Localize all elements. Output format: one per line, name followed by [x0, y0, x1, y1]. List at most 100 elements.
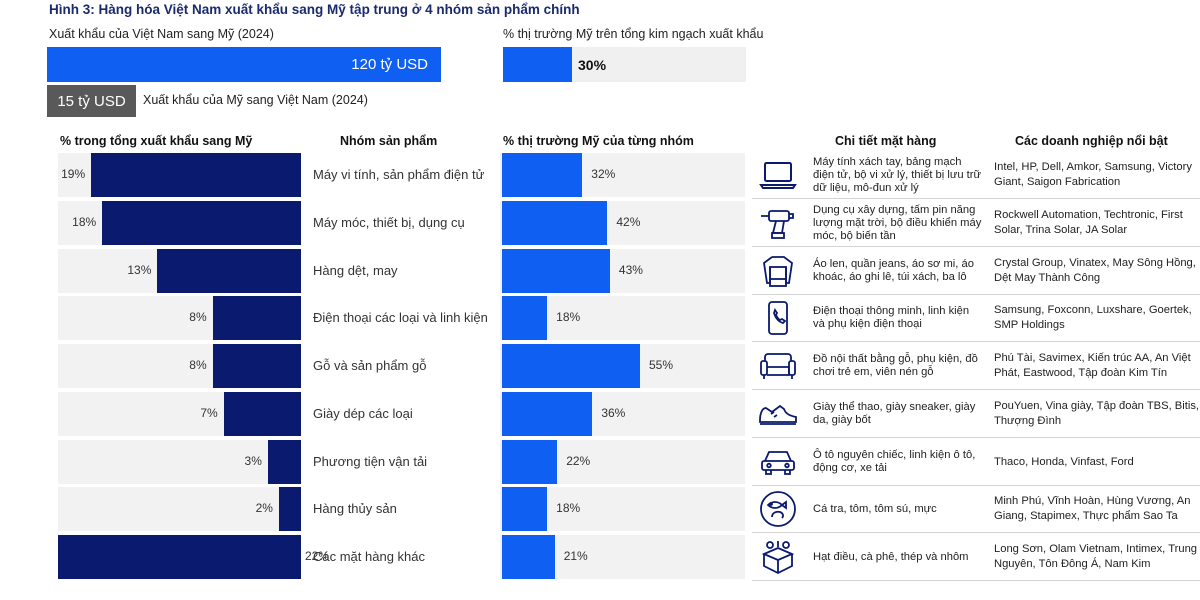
- vn-to-us-value: 120 tỷ USD: [351, 56, 428, 73]
- share-total-row-bg: [58, 440, 301, 484]
- box-icon: [757, 537, 799, 577]
- share-market-label: 21%: [563, 549, 588, 563]
- item-details: Hạt điều, cà phê, thép và nhôm: [813, 536, 983, 578]
- share-total-label: 8%: [189, 310, 207, 324]
- share-market-bar: [502, 487, 548, 531]
- item-companies-text: Intel, HP, Dell, Amkor, Samsung, Victory…: [994, 161, 1192, 188]
- share-total-label: 18%: [72, 215, 97, 229]
- category-label: Hàng thủy sản: [313, 501, 397, 516]
- share-market-label: 55%: [649, 358, 674, 372]
- row-divider: [752, 294, 1200, 295]
- item-details: Ô tô nguyên chiếc, linh kiện ô tô, động …: [813, 441, 983, 483]
- us-share-fill: [503, 47, 572, 82]
- share-market-label: 36%: [601, 406, 626, 420]
- share-total-label: 3%: [244, 454, 262, 468]
- seafood-icon: [757, 489, 799, 529]
- item-companies: Intel, HP, Dell, Amkor, Samsung, Victory…: [994, 154, 1200, 196]
- share-total-bar: [267, 440, 301, 484]
- category-label: Máy vi tính, sản phẩm điện tử: [313, 167, 485, 182]
- share-total-bar: [212, 344, 301, 388]
- row-divider: [752, 341, 1200, 342]
- share-market-label: 18%: [556, 501, 581, 515]
- share-market-label: 22%: [566, 454, 591, 468]
- share-total-bar: [278, 487, 301, 531]
- category-label: Các mặt hàng khác: [313, 549, 426, 564]
- item-companies: Thaco, Honda, Vinfast, Ford: [994, 441, 1200, 483]
- header-share-total: % trong tổng xuất khẩu sang Mỹ: [60, 134, 253, 148]
- share-total-label: 19%: [61, 167, 86, 181]
- header-companies: Các doanh nghiệp nổi bật: [1015, 134, 1168, 148]
- row-divider: [752, 246, 1200, 247]
- item-details-text: Áo len, quần jeans, áo sơ mi, áo khoác, …: [813, 258, 974, 283]
- share-total-row-bg: [58, 487, 301, 531]
- share-market-label: 43%: [618, 263, 643, 277]
- share-market-bar: [502, 440, 558, 484]
- row-divider: [752, 580, 1200, 581]
- category-label: Điện thoại các loại và linh kiện: [313, 310, 488, 325]
- item-details: Điện thoại thông minh, linh kiện và phụ …: [813, 297, 983, 339]
- item-companies: Minh Phú, Vĩnh Hoàn, Hùng Vương, An Gian…: [994, 488, 1200, 530]
- share-total-bar: [157, 249, 301, 293]
- row-divider: [752, 389, 1200, 390]
- item-details: Áo len, quần jeans, áo sơ mi, áo khoác, …: [813, 250, 983, 292]
- item-companies: Phú Tài, Savimex, Kiến trúc AA, An Việt …: [994, 345, 1200, 387]
- share-total-label: 13%: [127, 263, 152, 277]
- item-companies-text: Rockwell Automation, Techtronic, First S…: [994, 209, 1183, 236]
- share-total-label: 8%: [189, 358, 207, 372]
- item-details-text: Máy tính xách tay, bảng mạch điện tử, bộ…: [813, 155, 981, 194]
- item-companies-text: Crystal Group, Vinatex, May Sông Hồng, D…: [994, 257, 1196, 284]
- category-label: Giày dép các loại: [313, 406, 413, 421]
- item-details: Máy tính xách tay, bảng mạch điện tử, bộ…: [813, 154, 983, 196]
- item-details-text: Dụng cụ xây dựng, tấm pin năng lượng mặt…: [813, 203, 982, 242]
- us-to-vn-box: 15 tỷ USD: [47, 85, 136, 117]
- vn-to-us-label: Xuất khẩu của Việt Nam sang Mỹ (2024): [49, 27, 274, 41]
- header-group: Nhóm sản phẩm: [340, 134, 438, 148]
- item-details: Đồ nội thất bằng gỗ, phụ kiện, đồ chơi t…: [813, 345, 983, 387]
- item-details-text: Giày thể thao, giày sneaker, giày da, gi…: [813, 401, 976, 426]
- item-details: Dụng cụ xây dựng, tấm pin năng lượng mặt…: [813, 202, 983, 244]
- share-market-label: 32%: [591, 167, 616, 181]
- item-details-text: Cá tra, tôm, tôm sú, mực: [813, 502, 937, 515]
- sweater-icon: [757, 251, 799, 291]
- item-companies-text: Thaco, Honda, Vinfast, Ford: [994, 455, 1134, 468]
- item-details: Cá tra, tôm, tôm sú, mực: [813, 488, 983, 530]
- share-market-bar: [502, 249, 610, 293]
- share-market-bar: [502, 535, 555, 579]
- sneaker-icon: [757, 394, 799, 434]
- share-total-label: 22%: [305, 549, 330, 563]
- item-companies: PouYuen, Vina giày, Tập đoàn TBS, Bitis,…: [994, 393, 1200, 435]
- us-share-value: 30%: [578, 57, 607, 73]
- share-market-bar: [502, 296, 548, 340]
- row-divider: [752, 532, 1200, 533]
- share-market-bar: [502, 344, 640, 388]
- category-label: Hàng dệt, may: [313, 263, 398, 278]
- drill-icon: [757, 203, 799, 243]
- row-divider: [752, 198, 1200, 199]
- sofa-icon: [757, 346, 799, 386]
- figure-title: Hình 3: Hàng hóa Việt Nam xuất khẩu sang…: [49, 2, 580, 17]
- us-to-vn-value: 15 tỷ USD: [57, 92, 126, 110]
- smartphone-icon: [757, 298, 799, 338]
- item-companies-text: Phú Tài, Savimex, Kiến trúc AA, An Việt …: [994, 352, 1191, 379]
- category-label: Phương tiện vận tải: [313, 454, 428, 469]
- item-details-text: Hạt điều, cà phê, thép và nhôm: [813, 550, 969, 563]
- share-market-label: 18%: [556, 310, 581, 324]
- item-details-text: Ô tô nguyên chiếc, linh kiện ô tô, động …: [813, 449, 976, 474]
- item-details: Giày thể thao, giày sneaker, giày da, gi…: [813, 393, 983, 435]
- us-share-label: % thị trường Mỹ trên tổng kim ngạch xuất…: [503, 27, 764, 41]
- laptop-icon: [757, 155, 799, 195]
- vn-to-us-bar: 120 tỷ USD: [47, 47, 441, 82]
- share-total-bar: [102, 201, 301, 245]
- category-label: Máy móc, thiết bị, dụng cụ: [313, 215, 465, 230]
- item-companies: Crystal Group, Vinatex, May Sông Hồng, D…: [994, 250, 1200, 292]
- item-companies: Samsung, Foxconn, Luxshare, Goertek, SMP…: [994, 297, 1200, 339]
- share-total-label: 2%: [255, 501, 273, 515]
- share-total-bar: [91, 153, 301, 197]
- header-details: Chi tiết mặt hàng: [835, 134, 937, 148]
- item-companies: Long Sơn, Olam Vietnam, Intimex, Trung N…: [994, 536, 1200, 578]
- share-total-bar: [212, 296, 301, 340]
- item-details-text: Điện thoại thông minh, linh kiện và phụ …: [813, 305, 970, 330]
- category-label: Gỗ và sản phẩm gỗ: [313, 358, 427, 373]
- share-total-label: 7%: [200, 406, 218, 420]
- us-share-track: 30%: [503, 47, 746, 82]
